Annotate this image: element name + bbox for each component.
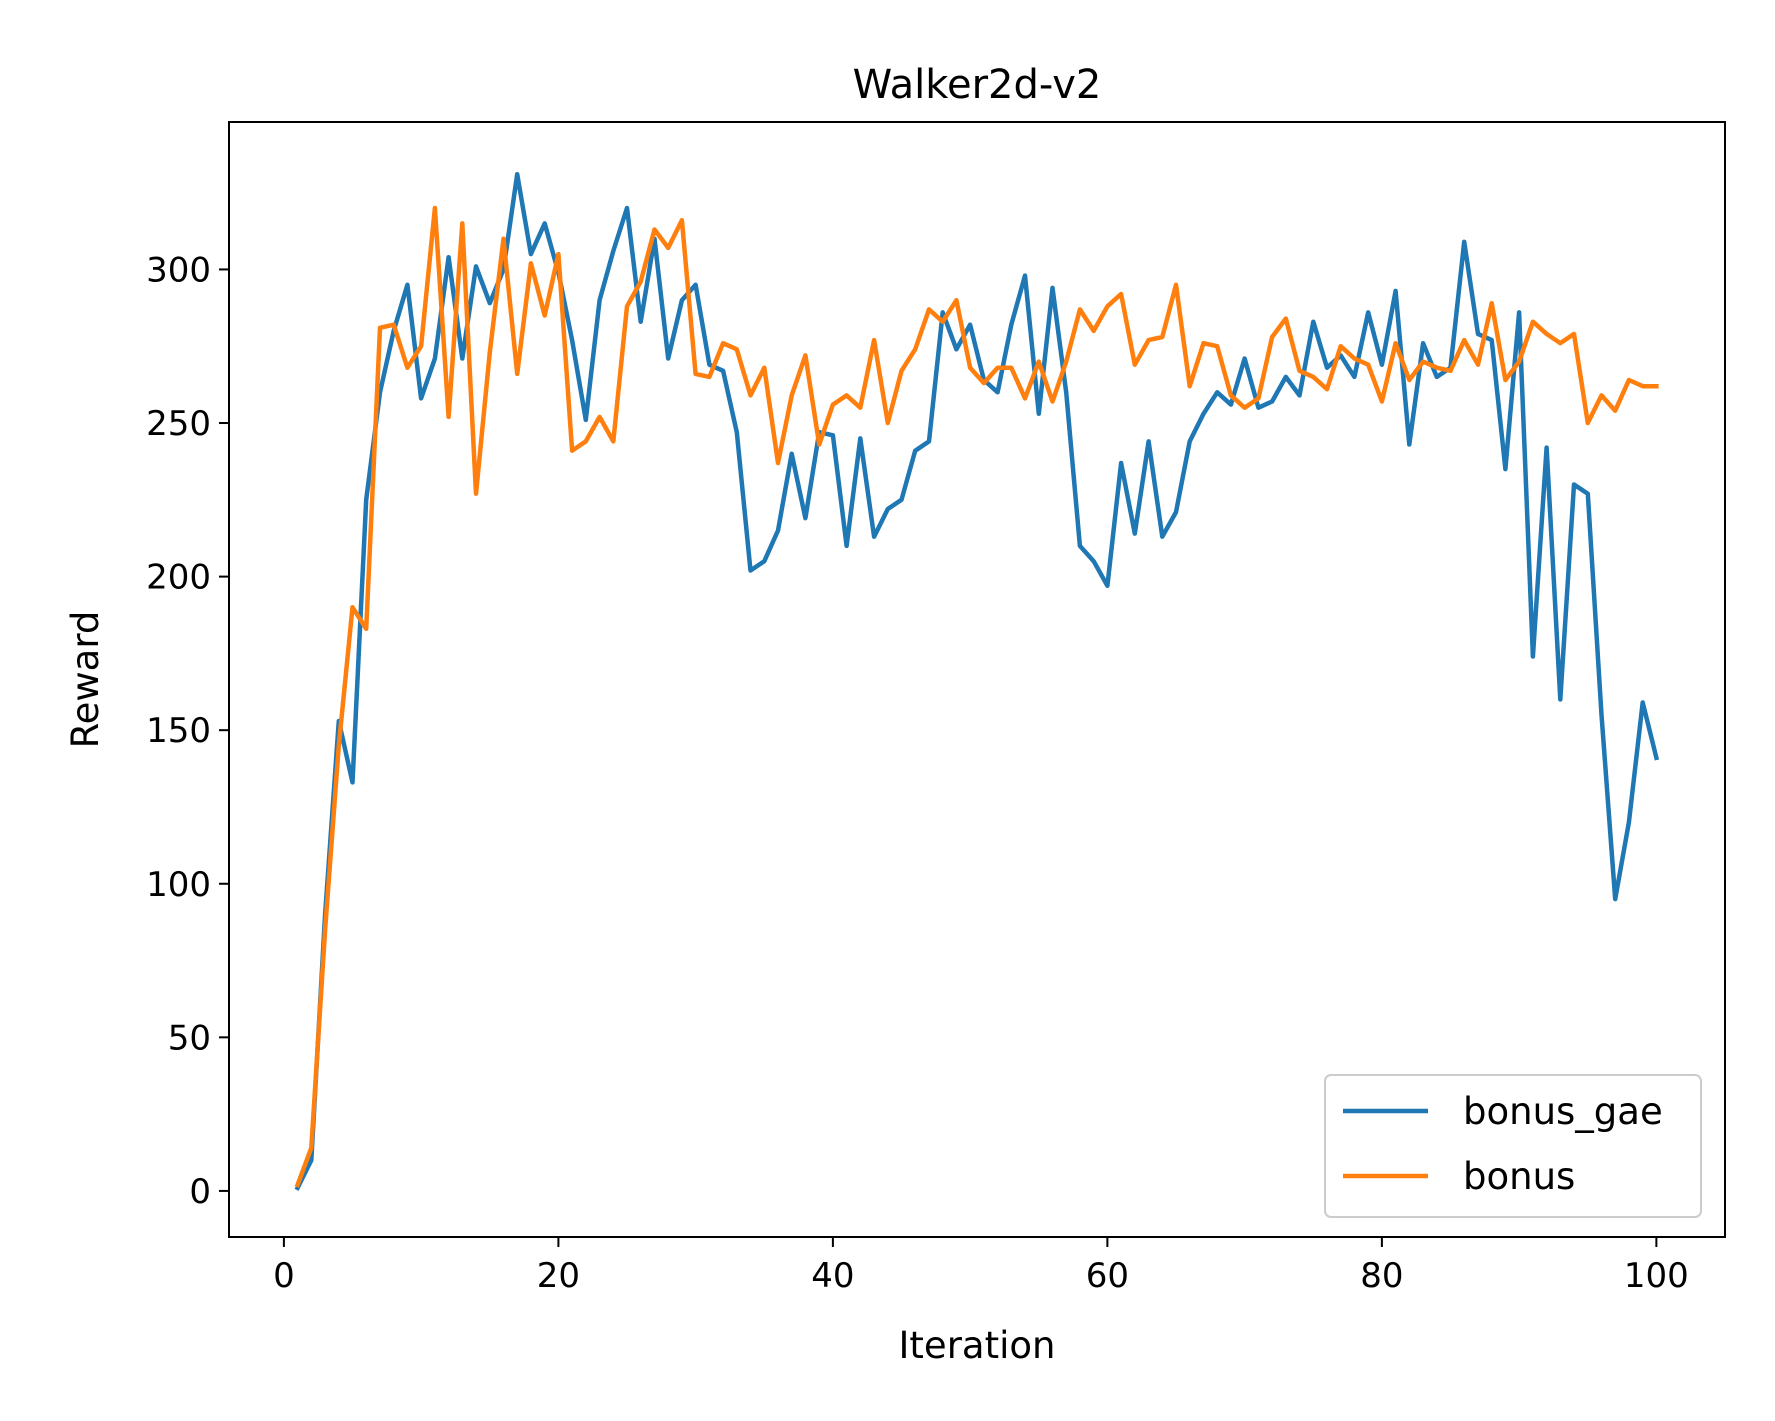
x-axis-ticks: 0 20 40 60 80 100 bbox=[273, 1237, 1689, 1296]
series-layer bbox=[294, 171, 1660, 1191]
chart-title: Walker2d-v2 bbox=[853, 62, 1102, 108]
series-line-bonus bbox=[294, 205, 1659, 1188]
x-tick-label: 0 bbox=[273, 1256, 295, 1296]
x-tick-label: 80 bbox=[1360, 1256, 1403, 1296]
plot-area-frame bbox=[228, 121, 1726, 1238]
x-axis-label: Iteration bbox=[899, 1324, 1056, 1367]
y-tick-label: 0 bbox=[189, 1172, 211, 1212]
y-tick-label: 50 bbox=[168, 1018, 211, 1058]
legend-label-bonus_gae: bonus_gae bbox=[1463, 1090, 1663, 1133]
x-tick-label: 100 bbox=[1624, 1256, 1689, 1296]
y-tick-label: 300 bbox=[146, 250, 211, 290]
y-tick-label: 200 bbox=[146, 558, 211, 598]
series-line-bonus_gae bbox=[294, 171, 1660, 1191]
x-tick-label: 20 bbox=[537, 1256, 580, 1296]
x-tick-label: 60 bbox=[1086, 1256, 1129, 1296]
x-tick-label: 40 bbox=[811, 1256, 854, 1296]
y-tick-label: 150 bbox=[146, 711, 211, 751]
y-tick-label: 250 bbox=[146, 404, 211, 444]
y-tick-label: 100 bbox=[146, 865, 211, 905]
y-axis-label: Reward bbox=[64, 611, 107, 749]
legend-label-bonus: bonus bbox=[1463, 1155, 1575, 1198]
y-axis-ticks: 0 50 100 150 200 250 300 bbox=[146, 250, 229, 1212]
